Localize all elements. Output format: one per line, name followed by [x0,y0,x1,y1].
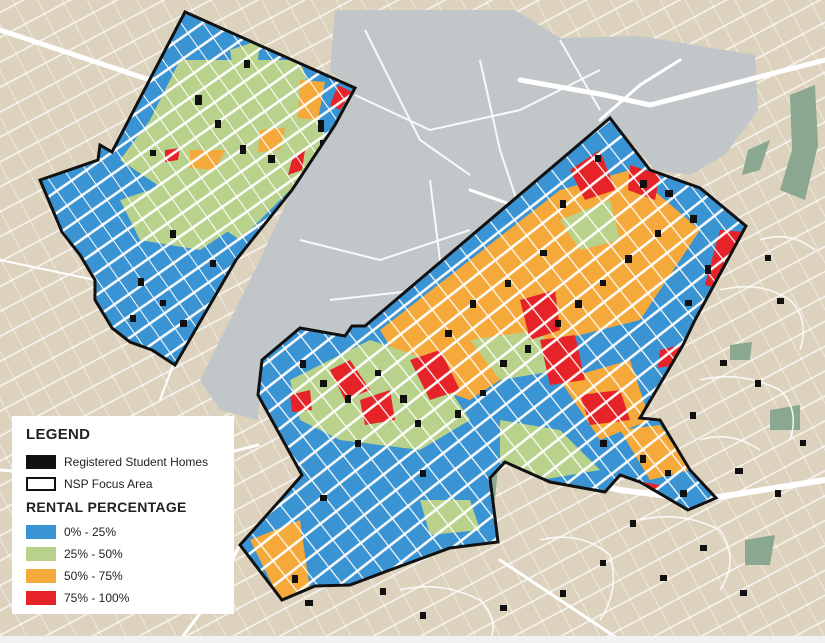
legend-rental-25-50: 25% - 50% [26,545,220,563]
bottom-strip [0,636,825,643]
rental-0-25-swatch [26,525,56,539]
nsp-focus-swatch [26,477,56,491]
legend-item-student-homes: Registered Student Homes [26,453,220,471]
legend-panel: LEGEND Registered Student Homes NSP Focu… [12,416,234,614]
legend-label: 50% - 75% [64,569,123,583]
west-focus-boundary [37,10,358,368]
legend-rental-50-75: 50% - 75% [26,567,220,585]
student-homes-swatch [26,455,56,469]
campus-roads [299,29,601,321]
campus-area [200,10,758,420]
rental-percentage-title: RENTAL PERCENTAGE [26,499,187,515]
legend-rental-0-25: 0% - 25% [26,523,220,541]
legend-label: 75% - 100% [64,591,130,605]
subdivision-lines [399,235,816,641]
main-focus-boundary [238,115,748,602]
rental-50-75-swatch [26,569,56,583]
legend-label: 0% - 25% [64,525,117,539]
legend-title: LEGEND [26,426,91,443]
legend-label: Registered Student Homes [64,455,209,469]
legend-item-nsp-focus: NSP Focus Area [26,475,220,493]
legend-label: 25% - 50% [64,547,123,561]
outer-student-homes [305,255,806,619]
legend-label: NSP Focus Area [64,477,153,491]
rental-25-50-swatch [26,547,56,561]
rental-75-100-swatch [26,591,56,605]
legend-rental-75-100: 75% - 100% [26,589,220,607]
